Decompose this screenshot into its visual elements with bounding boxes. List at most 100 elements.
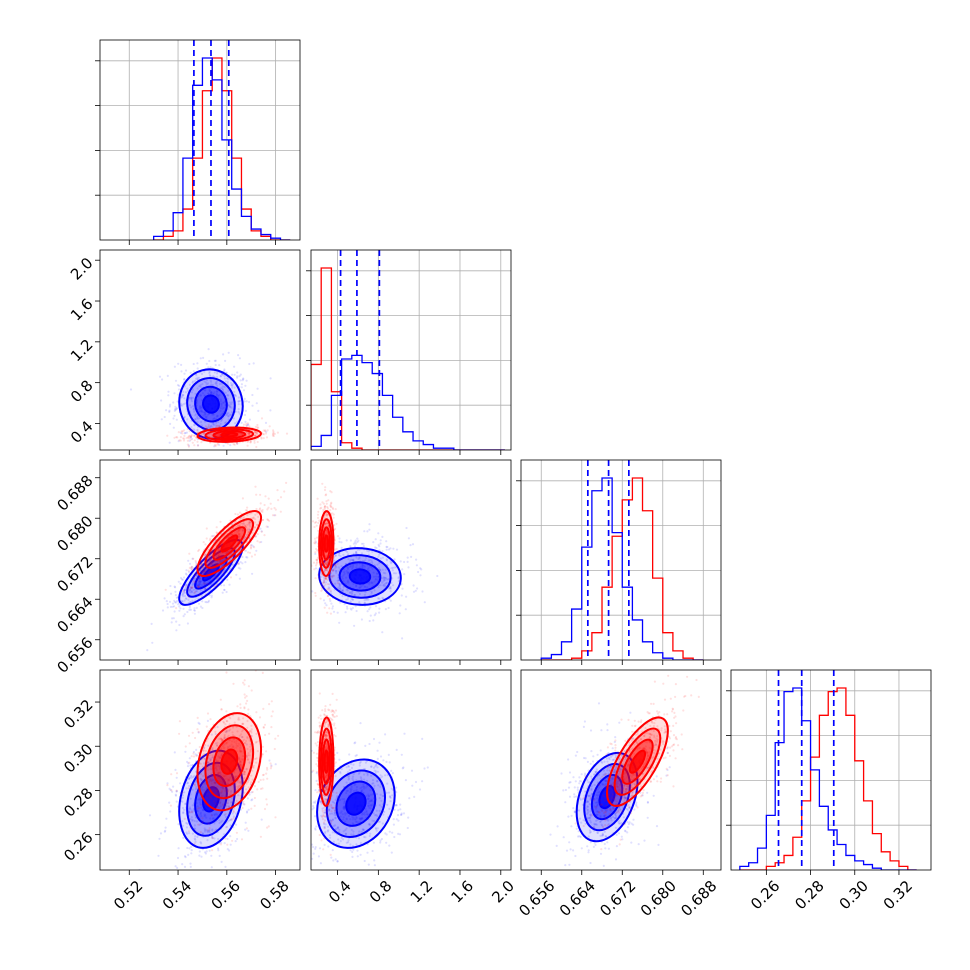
red-sample-point [334,567,336,569]
red-sample-point [277,432,279,434]
red-sample-point [216,526,218,528]
red-sample-point [271,715,273,717]
red-sample-point [188,570,190,572]
red-sample-point [192,442,194,444]
blue-sample-point [257,388,259,390]
blue-sample-point [244,561,246,563]
blue-sample-point [174,751,176,753]
red-sample-point [255,711,257,713]
red-sample-point [246,425,248,427]
red-sample-point [247,708,249,710]
red-sample-point [251,689,253,691]
blue-sample-point [189,606,191,608]
red-sample-point [237,562,239,564]
blue-sample-point [241,562,243,564]
blue-sample-point [224,360,226,362]
red-sample-point [262,746,264,748]
blue-sample-point [289,559,291,561]
blue-sample-point [375,605,377,607]
blue-sample-point [187,622,189,624]
blue-sample-point [385,546,387,548]
blue-sample-point [181,863,183,865]
blue-sample-point [165,409,167,411]
blue-sample-point [194,610,196,612]
blue-sample-point [226,838,228,840]
red-sample-point [190,439,192,441]
red-sample-point [276,489,278,491]
blue-sample-point [195,452,197,454]
red-sample-point [218,451,220,453]
red-sample-point [317,514,319,516]
blue-sample-point [368,608,370,610]
blue-sample-point [244,385,246,387]
red-sample-point [243,706,245,708]
blue-sample-point [401,568,403,570]
blue-sample-point [416,587,418,589]
red-sample-point [253,440,255,442]
blue-sample-point [416,564,418,566]
red-sample-point [245,702,247,704]
red-sample-point [192,581,194,583]
blue-sample-point [158,876,160,878]
red-sample-point [230,576,232,578]
blue-sample-point [185,369,187,371]
red-sample-point [200,831,202,833]
blue-sample-point [202,357,204,359]
blue-sample-point [244,421,246,423]
red-sample-point [246,700,248,702]
red-sample-point [274,433,276,435]
red-sample-point [211,814,213,816]
red-sample-point [243,424,245,426]
blue-sample-point [324,602,326,604]
blue-sample-point [226,591,228,593]
red-sample-point [335,523,337,525]
red-sample-point [257,533,259,535]
red-sample-point [264,808,266,810]
blue-sample-point [165,818,167,820]
blue-sample-point [251,573,253,575]
red-sample-point [239,511,241,513]
blue-sample-point [172,786,174,788]
blue-sample-point [234,374,236,376]
red-sample-point [334,563,336,565]
red-sample-point [207,829,209,831]
red-sample-point [192,558,194,560]
red-sample-point [313,568,315,570]
red-sample-point [189,771,191,773]
red-sample-point [246,827,248,829]
blue-sample-point [248,363,250,365]
red-sample-point [266,526,268,528]
red-sample-point [255,426,257,428]
blue-sample-point [241,386,243,388]
blue-sample-point [378,608,380,610]
red-sample-point [327,588,329,590]
red-sample-point [193,444,195,446]
blue-sample-point [361,618,363,620]
red-sample-point [217,424,219,426]
blue-sample-point [330,603,332,605]
red-sample-point [263,534,265,536]
scatter-panel-1-0 [95,250,300,494]
red-sample-point [241,838,243,840]
red-sample-point [250,547,252,549]
red-sample-point [231,569,233,571]
blue-sample-point [221,861,223,863]
blue-sample-point [151,642,153,644]
red-sample-point [195,755,197,757]
red-sample-point [272,431,274,433]
blue-sample-point [184,751,186,753]
red-sample-point [166,435,168,437]
red-sample-point [224,837,226,839]
red-sample-point [265,432,267,434]
red-sample-point [208,424,210,426]
blue-sample-point [179,452,181,454]
blue-sample-point [130,388,132,390]
red-sample-point [183,439,185,441]
blue-sample-point [269,409,271,411]
red-sample-point [314,540,316,542]
blue-sample-point [385,540,387,542]
blue-sample-point [401,637,403,639]
blue-sample-point [217,847,219,849]
blue-sample-point [171,621,173,623]
blue-sample-point [208,348,210,350]
